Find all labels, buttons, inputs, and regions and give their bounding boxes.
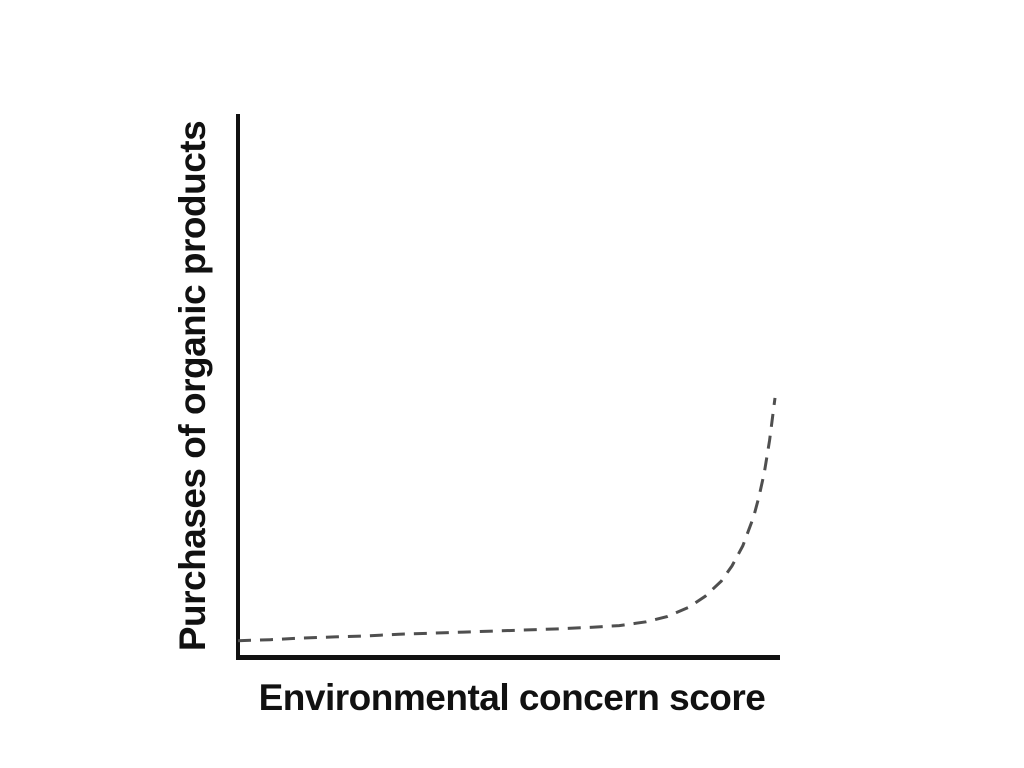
- y-axis-label: Purchases of organic products: [172, 120, 213, 652]
- x-axis-label: Environmental concern score: [258, 677, 766, 718]
- trend-curve-dashed: [237, 397, 777, 643]
